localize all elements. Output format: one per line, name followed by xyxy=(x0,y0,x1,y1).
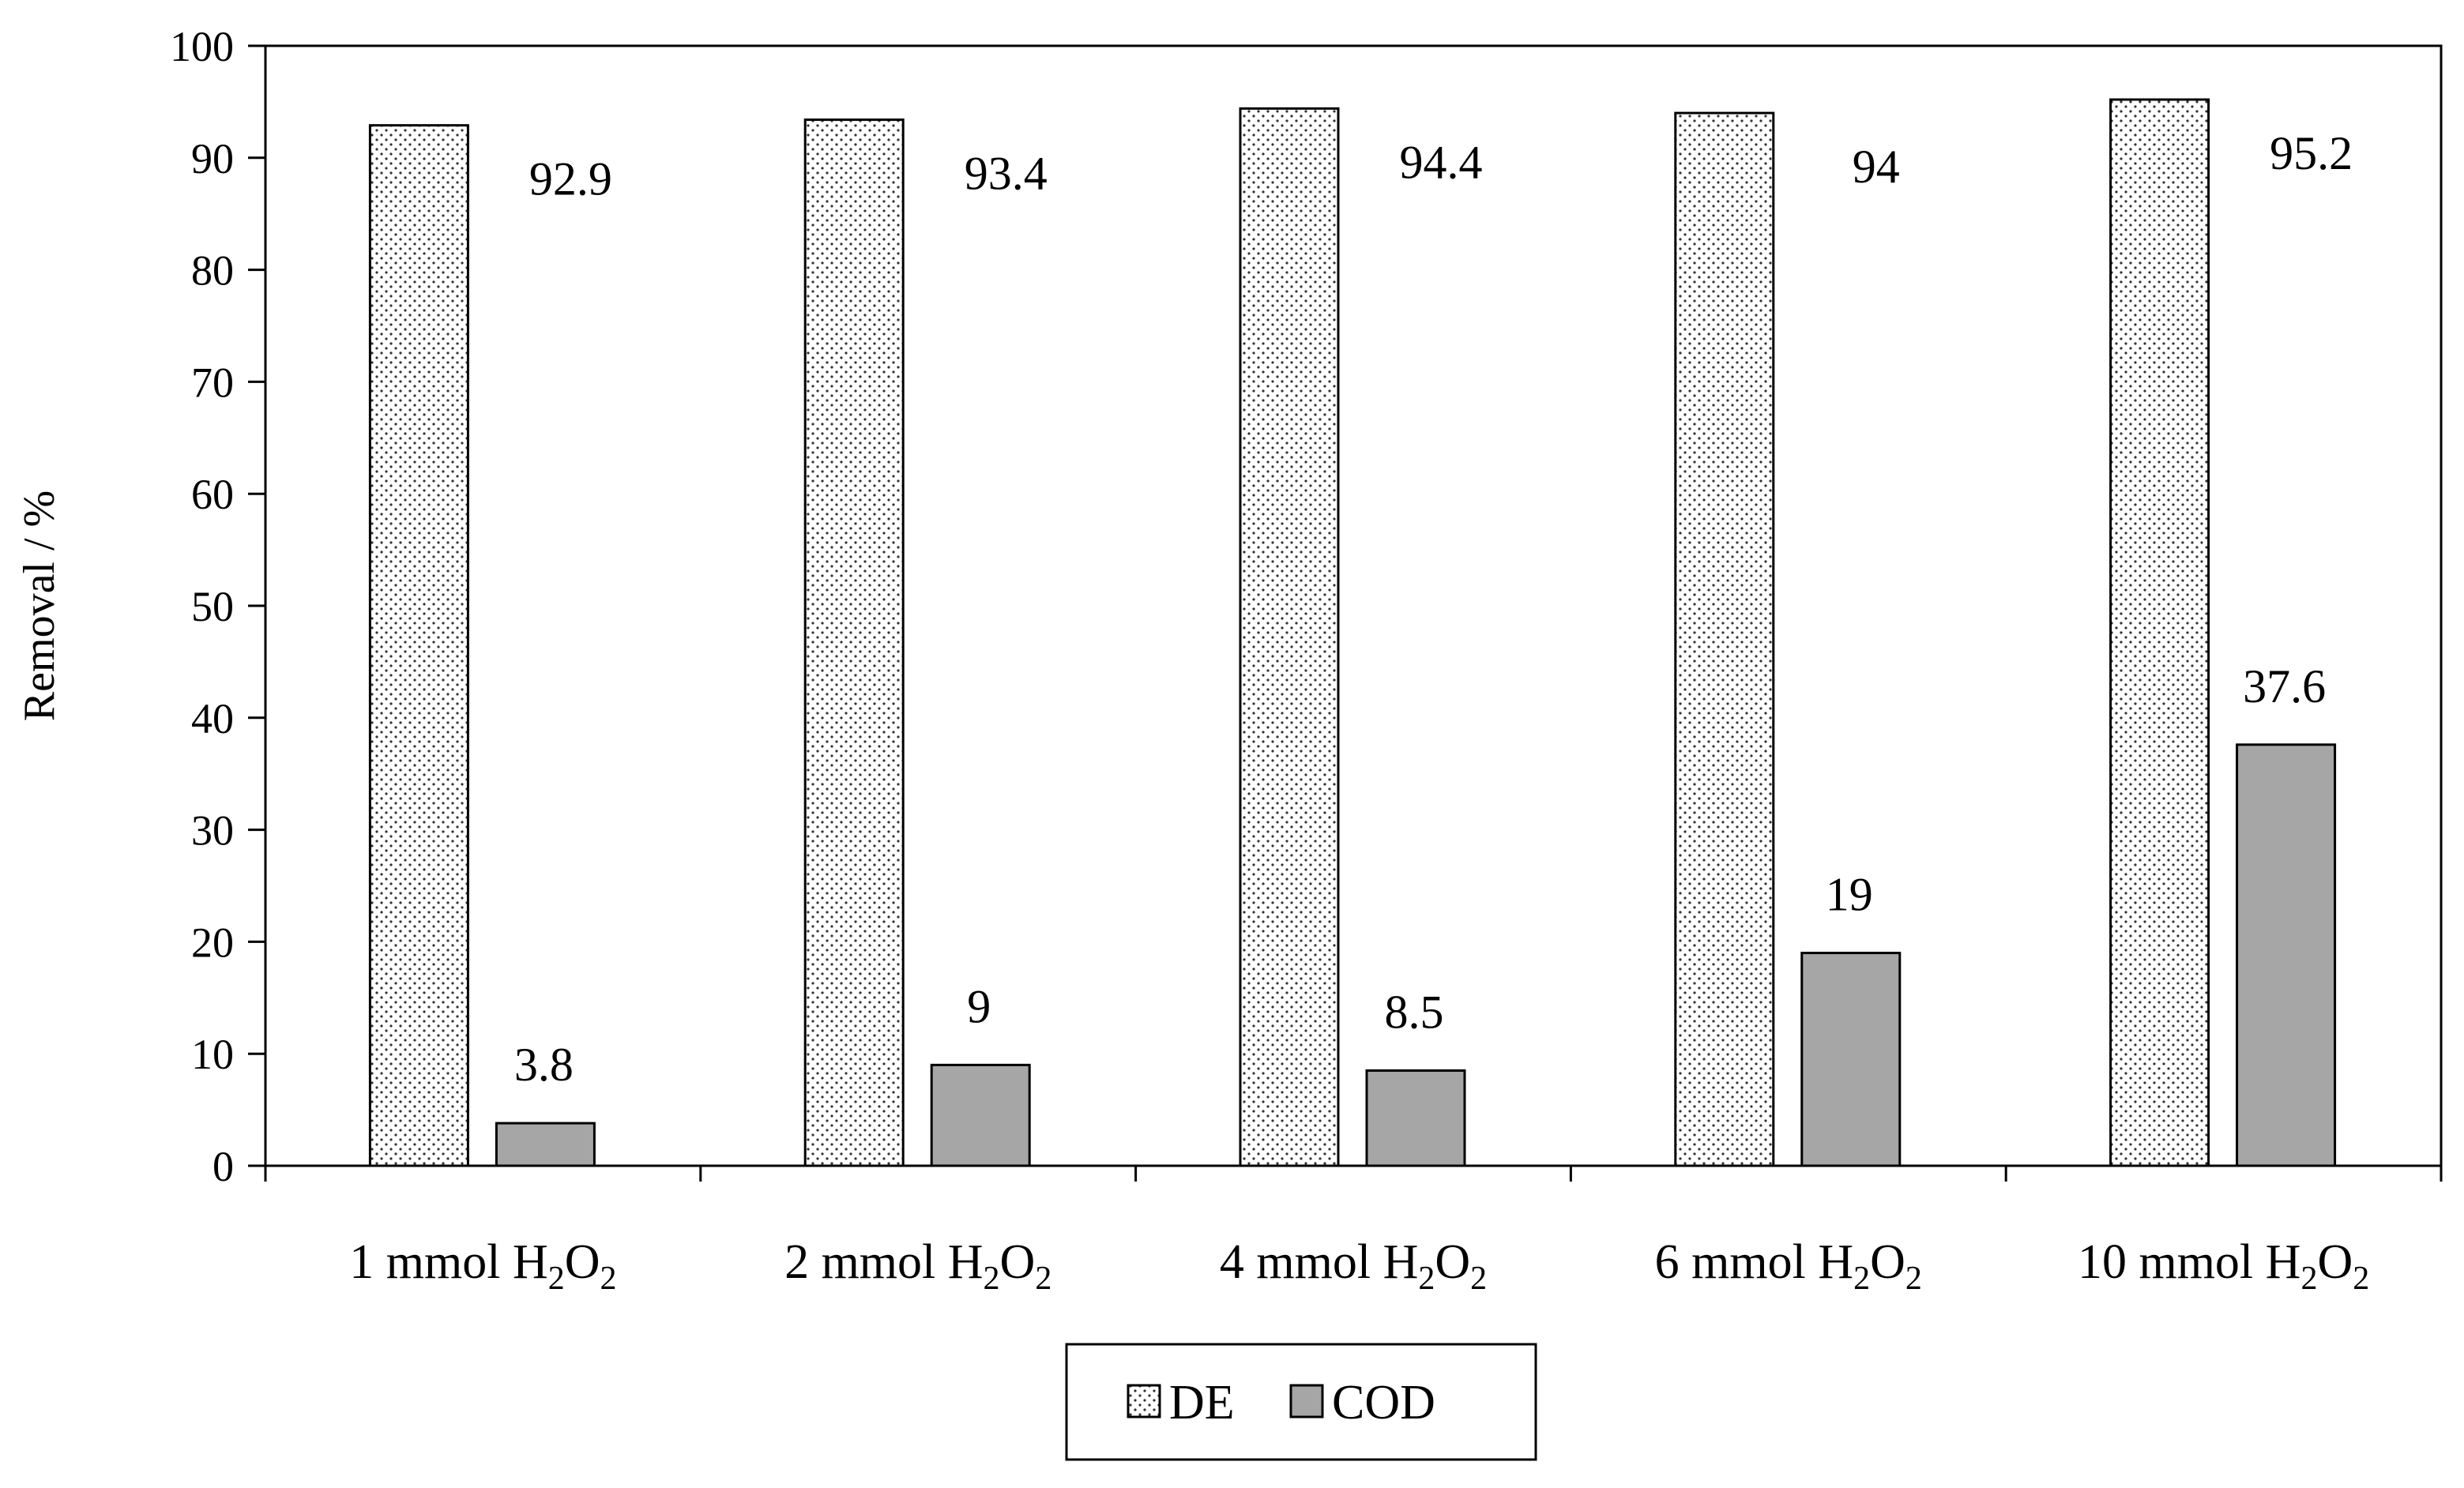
legend-label-cod: COD xyxy=(1332,1376,1435,1430)
y-tick-label: 60 xyxy=(191,471,234,518)
legend-swatch-de xyxy=(1127,1384,1161,1418)
y-tick-label: 0 xyxy=(213,1143,234,1190)
bar-de xyxy=(1674,111,1775,1167)
y-tick-label: 30 xyxy=(191,807,234,855)
bar-de xyxy=(1239,107,1340,1167)
y-tick-label: 10 xyxy=(191,1031,234,1078)
y-tick-label: 100 xyxy=(170,23,234,70)
x-category-label: 2 mmol H2O2 xyxy=(784,1235,1051,1297)
data-label-de: 92.9 xyxy=(529,153,612,205)
data-labels: 92.9 3.8 93.4 9 94.4 8.5 94 19 95.2 37.6 xyxy=(514,127,2353,1091)
x-category-label: 1 mmol H2O2 xyxy=(349,1235,616,1297)
y-tick-label: 20 xyxy=(191,919,234,966)
data-label-de: 94 xyxy=(1853,141,1900,193)
y-tick-label: 90 xyxy=(191,135,234,182)
legend-swatch-cod xyxy=(1289,1384,1324,1418)
data-label-de: 94.4 xyxy=(1400,136,1483,188)
data-label-de: 95.2 xyxy=(2270,127,2353,179)
bar-de xyxy=(2109,98,2210,1167)
legend: DE COD xyxy=(1065,1343,1537,1461)
x-axis: 1 mmol H2O2 2 mmol H2O2 4 mmol H2O2 6 mmol … xyxy=(264,1166,2443,1297)
bar-de xyxy=(368,124,469,1167)
data-label-de: 93.4 xyxy=(965,148,1048,200)
bar-cod xyxy=(1365,1069,1466,1167)
y-tick-label: 50 xyxy=(191,583,234,630)
data-label-cod: 19 xyxy=(1826,869,1873,921)
y-tick-label: 70 xyxy=(191,359,234,406)
y-tick-label: 40 xyxy=(191,695,234,742)
data-label-cod: 37.6 xyxy=(2243,660,2326,712)
bars xyxy=(368,98,2337,1167)
bar-cod xyxy=(930,1063,1031,1167)
y-tick-label: 80 xyxy=(191,247,234,295)
legend-label-de: DE xyxy=(1169,1376,1235,1430)
data-label-cod: 3.8 xyxy=(514,1039,574,1091)
bar-de xyxy=(803,118,905,1167)
x-category-label: 6 mmol H2O2 xyxy=(1655,1235,1922,1297)
x-category-label: 4 mmol H2O2 xyxy=(1220,1235,1487,1297)
y-axis: 0 10 20 30 40 50 60 70 80 90 100 Removal / % xyxy=(15,23,2443,1190)
bar-cod xyxy=(1800,952,1902,1167)
y-axis-title: Removal / % xyxy=(15,490,64,721)
bar-cod xyxy=(2236,743,2337,1167)
data-label-cod: 9 xyxy=(967,980,991,1032)
x-category-label: 10 mmol H2O2 xyxy=(2078,1235,2369,1297)
data-label-cod: 8.5 xyxy=(1385,986,1444,1038)
bar-cod xyxy=(495,1122,596,1167)
